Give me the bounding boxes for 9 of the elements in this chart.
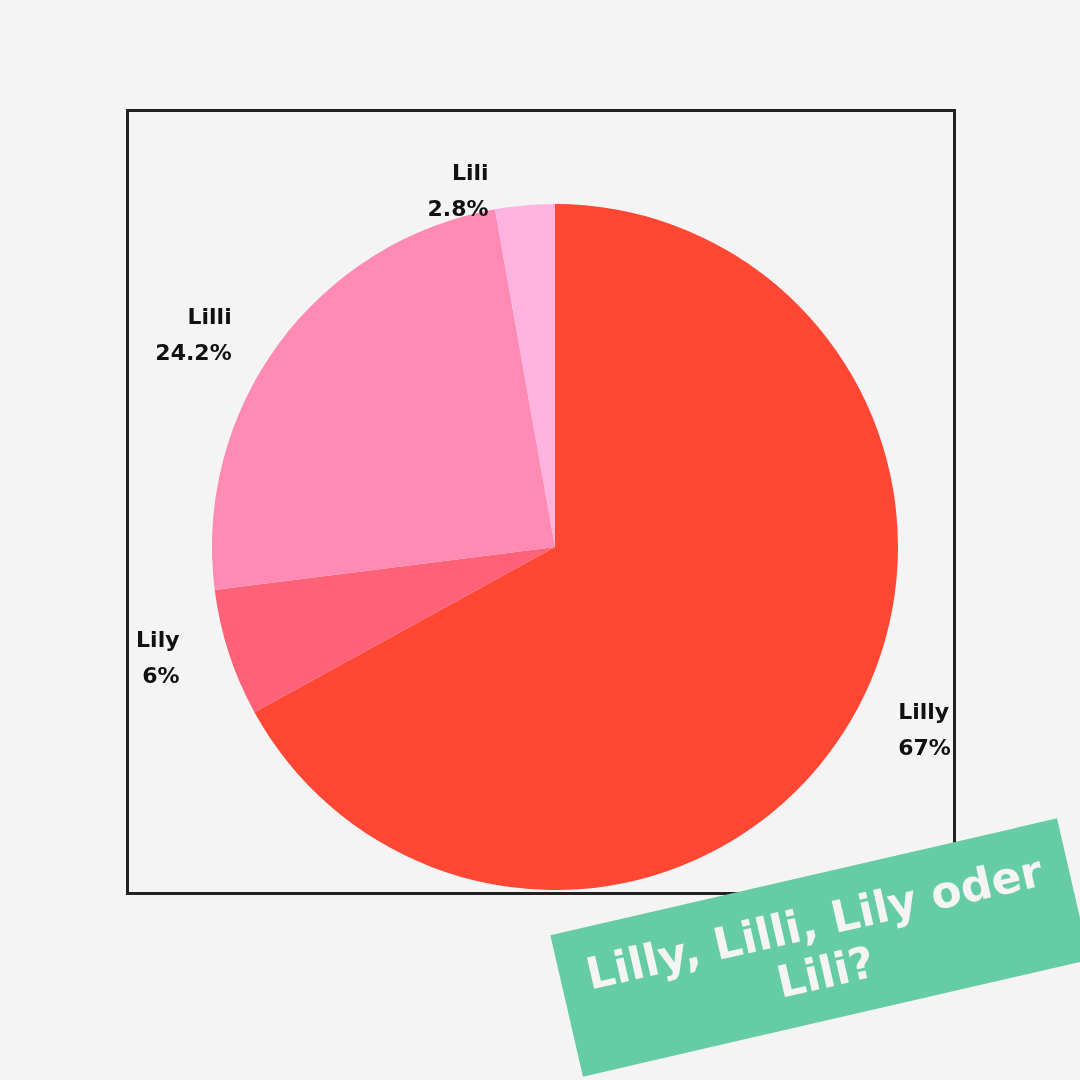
slice-label: Lilli [187, 304, 232, 330]
data-label: 6% [142, 663, 180, 689]
data-label: 2.8% [427, 195, 489, 221]
slice-label: Lili [451, 159, 489, 185]
slice-label: Lilly [898, 698, 950, 724]
data-label: 67% [898, 734, 951, 760]
slice-label: Lily [136, 627, 180, 653]
text: Lilly, Lilli, Lily oder Lili? [550, 818, 1080, 1077]
data-label: 24.2% [155, 340, 232, 366]
